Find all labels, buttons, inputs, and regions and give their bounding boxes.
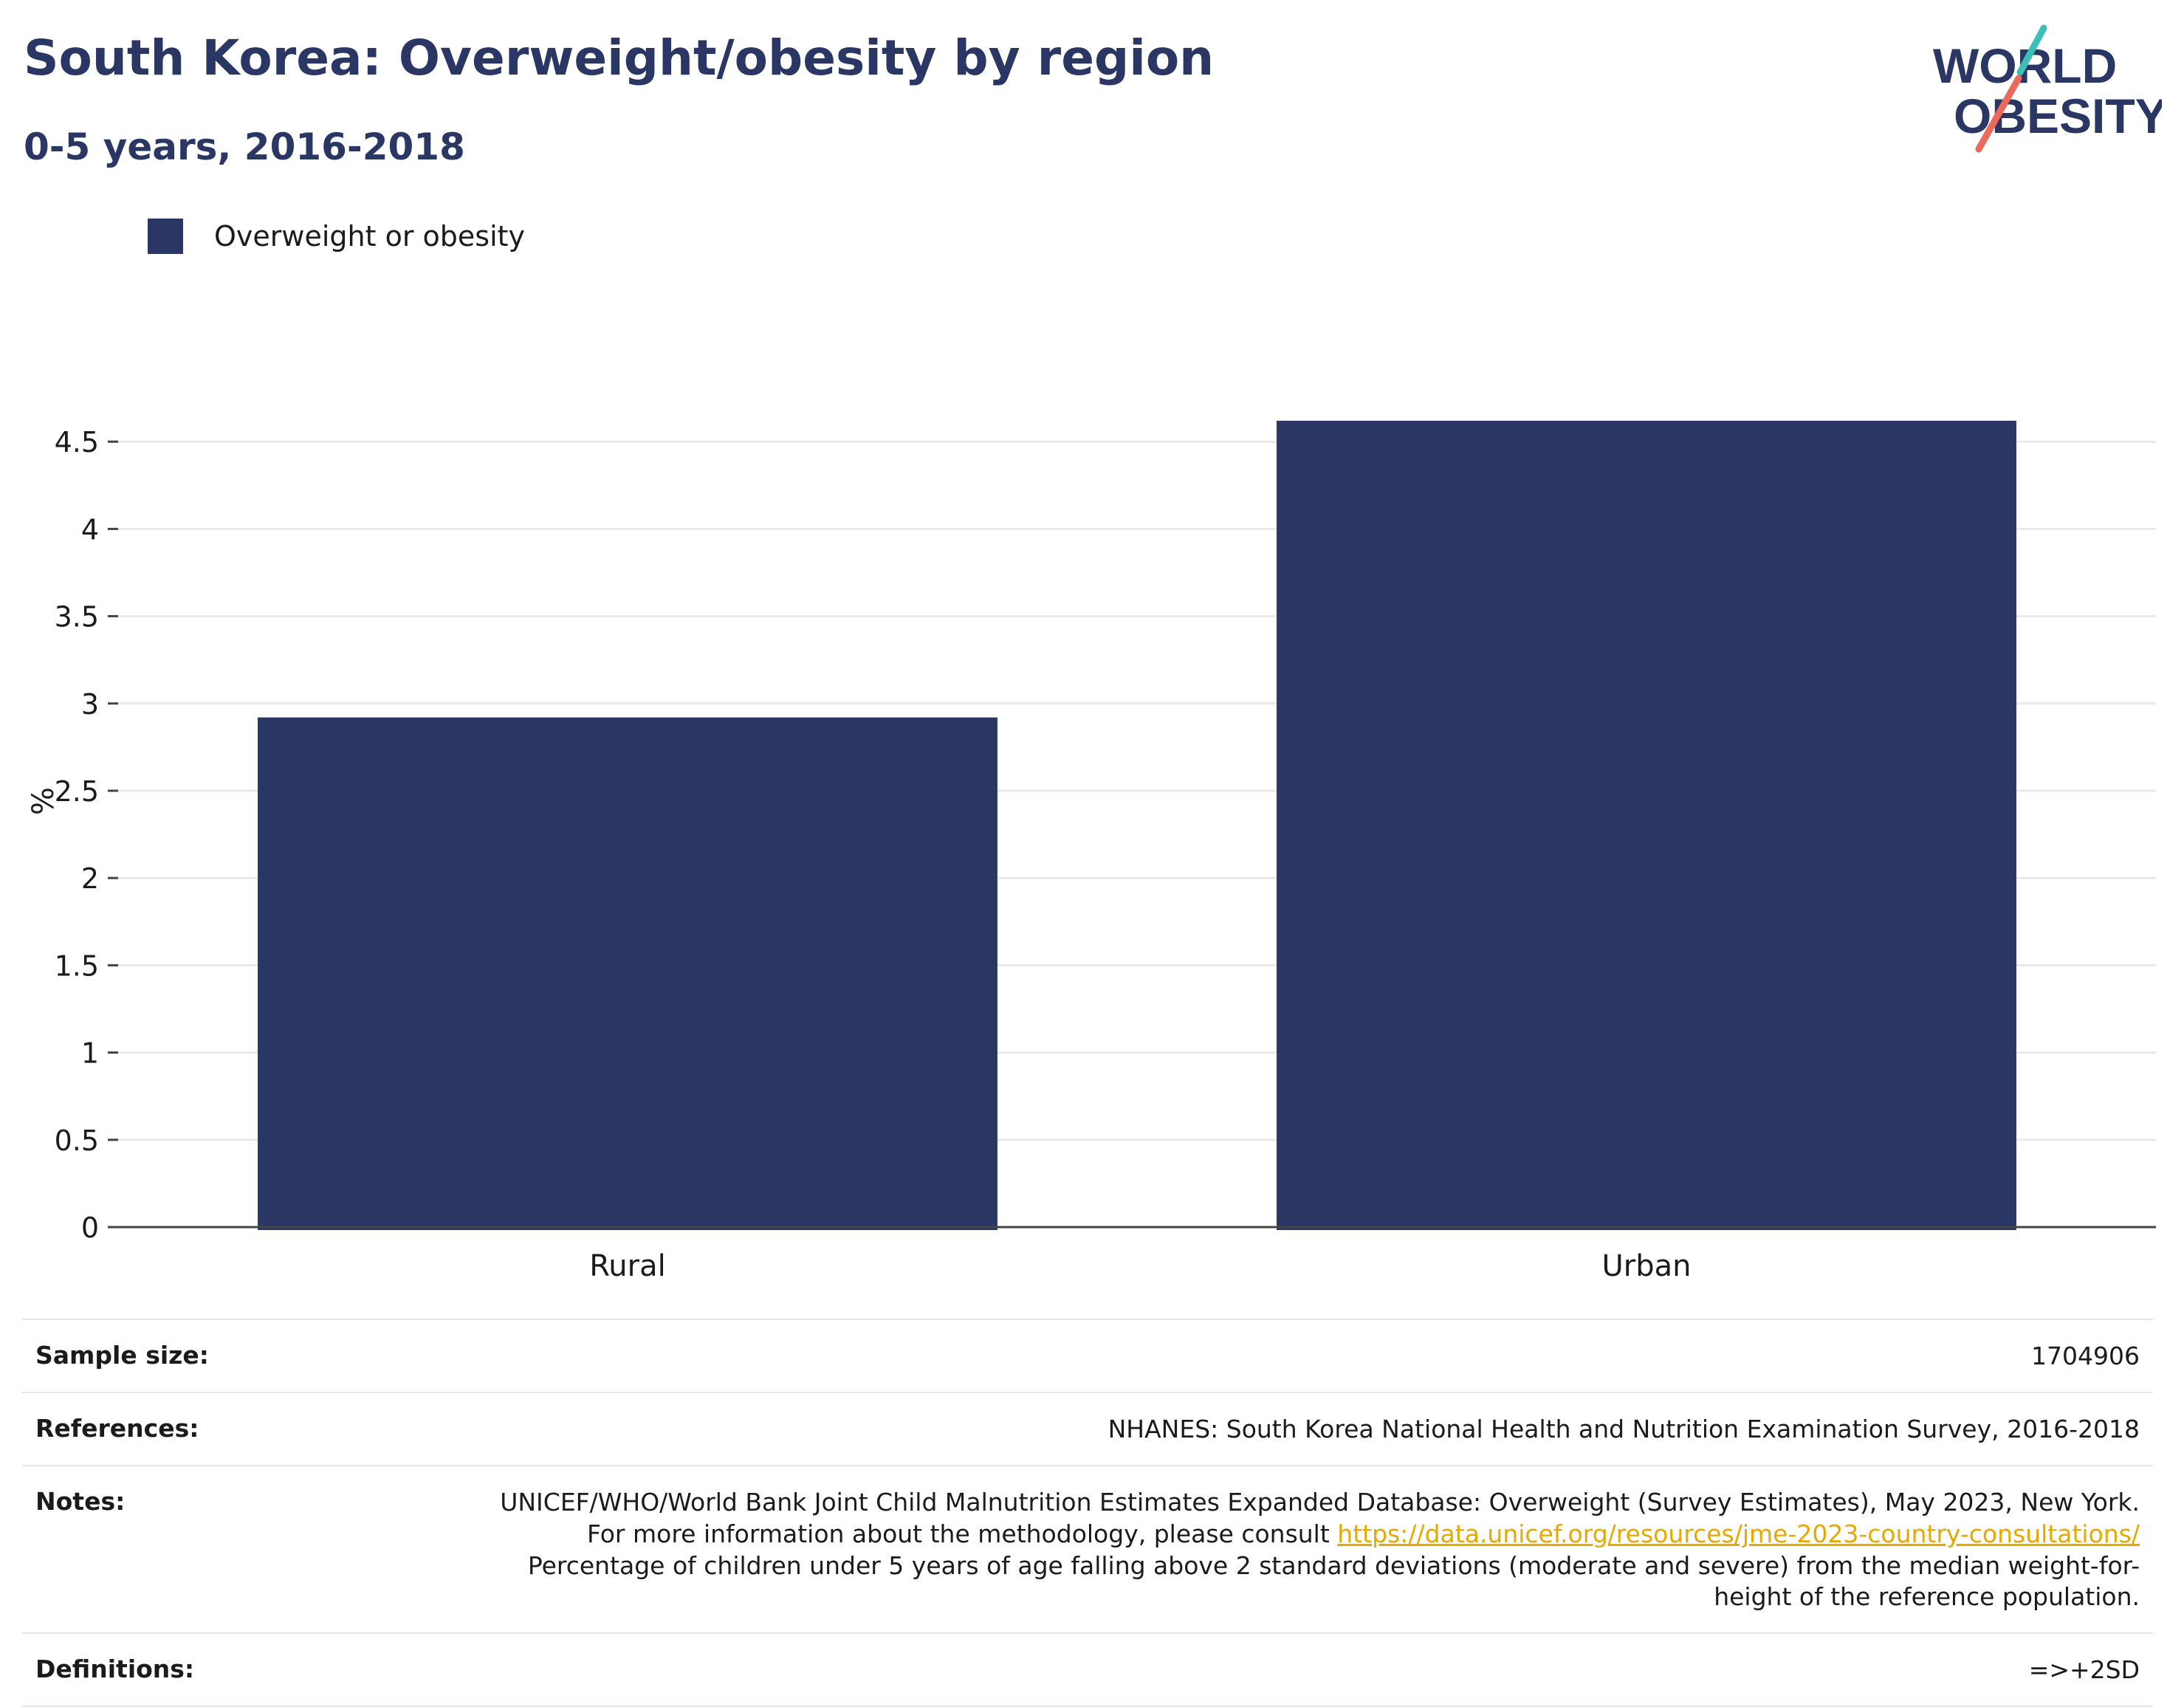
bar-chart: 0 0.5 1 1.5 2 2.5 3 3.5 4 4.5 Rural Urban % (27, 420, 2156, 1283)
x-tick-label: Rural (589, 1249, 665, 1283)
y-tick-label: 0.5 (55, 1124, 99, 1157)
chart-legend: Overweight or obesity (148, 219, 525, 254)
legend-swatch (148, 219, 183, 254)
chart-subtitle: 0-5 years, 2016-2018 (24, 126, 465, 168)
x-tick-label: Urban (1602, 1249, 1692, 1283)
sample-size-value: 1704906 (2031, 1342, 2140, 1370)
y-tick-label: 1 (81, 1037, 99, 1070)
methodology-link[interactable]: https://data.unicef.org/resources/jme-20… (1337, 1519, 2140, 1548)
notes-text-2: Percentage of children under 5 years of … (527, 1550, 2140, 1612)
y-tick-label: 0 (81, 1212, 99, 1244)
bar-urban (1277, 420, 2016, 1230)
definitions-value: =>+2SD (2028, 1655, 2140, 1685)
sample-size-label: Sample size: (35, 1341, 209, 1370)
y-tick-label: 2.5 (55, 775, 99, 808)
references-value: NHANES: South Korea National Health and … (1108, 1414, 2140, 1443)
notes-row: Notes: UNICEF/WHO/World Bank Joint Child… (22, 1464, 2153, 1633)
definitions-label: Definitions: (35, 1655, 195, 1684)
chart-title: South Korea: Overweight/obesity by regio… (24, 30, 1215, 86)
y-tick-label: 3.5 (55, 601, 99, 633)
y-tick-label: 1.5 (55, 949, 99, 982)
notes-label: Notes: (35, 1486, 126, 1516)
logo-coral-stroke (1975, 75, 2022, 153)
logo-teal-stroke (2016, 24, 2047, 76)
notes-text-1: UNICEF/WHO/World Bank Joint Child Malnut… (500, 1487, 2140, 1548)
sample-size-row: Sample size: 1704906 (22, 1319, 2153, 1392)
y-tick-label: 2 (81, 862, 99, 895)
y-tick-label: 3 (81, 688, 99, 721)
notes-value: UNICEF/WHO/World Bank Joint Child Malnut… (486, 1487, 2140, 1614)
info-table: Sample size: 1704906 References: NHANES:… (22, 1319, 2153, 1707)
y-tick-label: 4 (81, 513, 99, 546)
references-label: References: (35, 1413, 199, 1443)
bar-rural (258, 717, 997, 1230)
references-row: References: NHANES: South Korea National… (22, 1391, 2153, 1465)
y-axis-title: % (27, 787, 61, 815)
y-tick-label: 4.5 (55, 426, 99, 458)
world-obesity-logo: WORLD OBESITY (1933, 24, 2162, 153)
legend-label: Overweight or obesity (214, 220, 526, 253)
